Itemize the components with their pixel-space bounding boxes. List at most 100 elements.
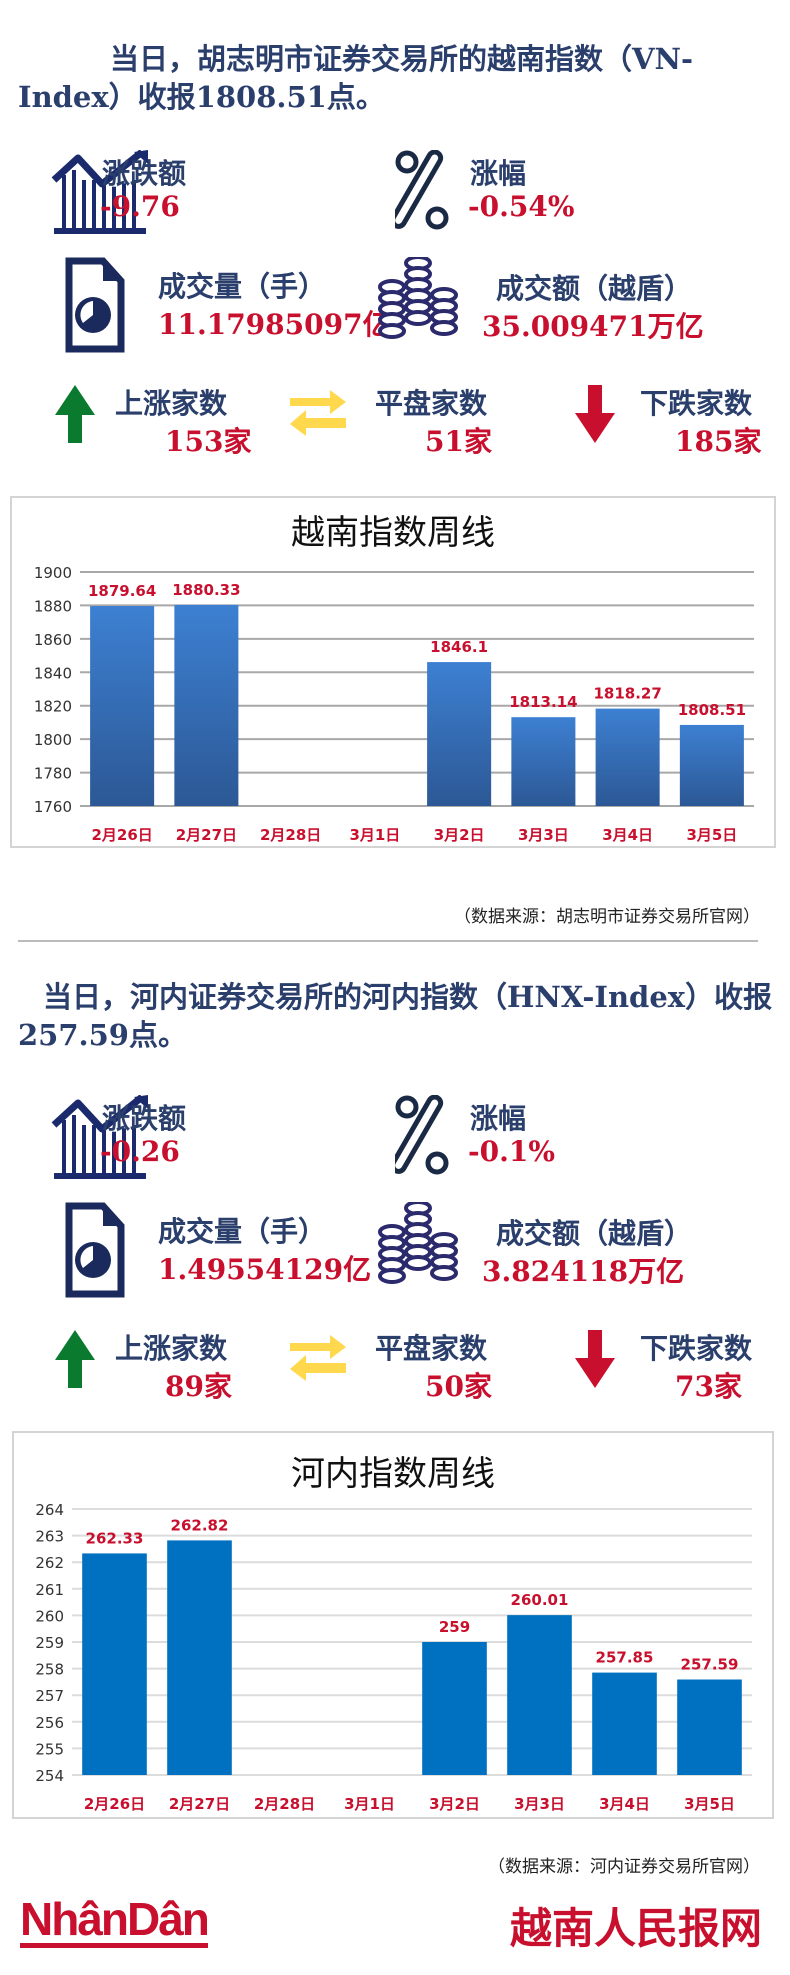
y-tick-label: 258 xyxy=(35,1661,64,1679)
data-label: 1808.51 xyxy=(678,701,746,719)
hose-pct-value: -0.54% xyxy=(468,190,575,223)
bar xyxy=(427,662,492,806)
y-tick-label: 256 xyxy=(35,1714,64,1732)
section-divider xyxy=(18,940,758,942)
y-tick-label: 1820 xyxy=(34,698,72,716)
y-tick-label: 257 xyxy=(35,1687,64,1705)
hnx-chart: 河内指数周线 254 255 256 257 258 259 260 261 262 263 264 2… xyxy=(12,1431,774,1819)
y-tick-label: 260 xyxy=(35,1607,64,1625)
x-tick-label: 3月5日 xyxy=(686,826,737,844)
x-tick-label: 2月26日 xyxy=(84,1795,145,1813)
hnx-flat-value: 50家 xyxy=(425,1370,492,1403)
hnx-change-value: -0.26 xyxy=(100,1135,180,1168)
arrow-up-icon xyxy=(55,385,95,447)
y-tick-label: 1860 xyxy=(34,631,72,649)
coins-icon xyxy=(378,1200,458,1292)
arrow-down-icon xyxy=(575,385,615,447)
y-tick-label: 1900 xyxy=(34,564,72,582)
hose-up-value: 153家 xyxy=(165,425,252,458)
hnx-pct-value: -0.1% xyxy=(468,1135,555,1168)
y-tick-label: 255 xyxy=(35,1740,64,1758)
bar xyxy=(422,1642,487,1775)
hnx-headline: 当日，河内证券交易所的河内指数（HNX-Index）收报257.59点。 xyxy=(18,980,773,1052)
y-tick-label: 1880 xyxy=(34,597,72,615)
hose-flat-label: 平盘家数 xyxy=(375,387,488,420)
bar xyxy=(595,708,660,806)
x-tick-label: 3月2日 xyxy=(429,1795,480,1813)
bar xyxy=(592,1672,657,1775)
nhandan-logo: NhânDân xyxy=(20,1895,210,1948)
data-label: 1813.14 xyxy=(509,693,577,711)
hose-change-value: -9.76 xyxy=(100,190,180,223)
x-tick-label: 3月4日 xyxy=(599,1795,650,1813)
bar xyxy=(677,1679,742,1775)
bar xyxy=(167,1540,232,1775)
bar xyxy=(511,717,576,806)
hose-chart: 越南指数周线 1760 1780 1800 1820 1840 1860 1880 1900 18… xyxy=(10,496,776,848)
chart-title: 河内指数周线 xyxy=(291,1454,495,1494)
hnx-source: （数据来源：河内证券交易所官网） xyxy=(488,1857,760,1877)
hnx-down-label: 下跌家数 xyxy=(640,1332,753,1365)
data-label: 262.82 xyxy=(171,1516,229,1534)
y-tick-label: 259 xyxy=(35,1634,64,1652)
hose-chart-svg: 越南指数周线 1760 1780 1800 1820 1840 1860 1880 1900 18… xyxy=(34,513,754,844)
y-tick-label: 254 xyxy=(35,1767,64,1785)
x-tick-label: 3月4日 xyxy=(602,826,653,844)
x-tick-label: 2月28日 xyxy=(254,1795,315,1813)
nhandan-chinese-logo: 越南人民报网 xyxy=(509,1904,762,1953)
hnx-chart-svg: 河内指数周线 254 255 256 257 258 259 260 261 262 263 264 2… xyxy=(35,1454,752,1813)
hnx-volume-value: 1.49554129亿 xyxy=(158,1253,372,1286)
x-tick-label: 2月28日 xyxy=(260,826,321,844)
trend-chart-icon xyxy=(50,1094,170,1183)
x-tick-label: 2月26日 xyxy=(91,826,152,844)
hose-flat-value: 51家 xyxy=(425,425,492,458)
x-tick-label: 3月3日 xyxy=(518,826,569,844)
y-tick-label: 1840 xyxy=(34,664,72,682)
y-tick-label: 1780 xyxy=(34,765,72,783)
bar xyxy=(679,724,744,806)
hose-turnover-label: 成交额（越盾） xyxy=(496,272,693,305)
data-label: 260.01 xyxy=(511,1591,569,1609)
hnx-down-value: 73家 xyxy=(675,1370,742,1403)
hose-source: （数据来源：胡志明市证券交易所官网） xyxy=(454,907,760,927)
hose-volume-value: 11.17985097亿 xyxy=(158,308,391,341)
percent-icon xyxy=(390,1094,449,1179)
y-tick-label: 1760 xyxy=(34,798,72,816)
bar xyxy=(90,606,155,806)
data-label: 257.59 xyxy=(681,1656,739,1674)
y-tick-label: 1800 xyxy=(34,731,72,749)
hose-pct-label: 涨幅 xyxy=(470,157,527,190)
hose-up-label: 上涨家数 xyxy=(115,387,228,420)
x-tick-label: 3月5日 xyxy=(684,1795,735,1813)
bar xyxy=(507,1615,572,1775)
data-label: 262.33 xyxy=(86,1529,144,1547)
x-tick-label: 3月1日 xyxy=(349,826,400,844)
x-tick-label: 3月3日 xyxy=(514,1795,565,1813)
data-label: 1880.33 xyxy=(172,581,240,599)
x-tick-label: 2月27日 xyxy=(176,826,237,844)
hose-volume-label: 成交量（手） xyxy=(158,270,327,303)
data-label: 1879.64 xyxy=(88,582,156,600)
exchange-arrows-icon xyxy=(290,1333,346,1385)
trend-chart-icon xyxy=(50,149,170,238)
data-label: 259 xyxy=(439,1618,470,1636)
data-label: 1846.1 xyxy=(430,638,488,656)
x-tick-label: 2月27日 xyxy=(169,1795,230,1813)
hnx-up-label: 上涨家数 xyxy=(115,1332,228,1365)
hnx-flat-label: 平盘家数 xyxy=(375,1332,488,1365)
hnx-change-label: 涨跌额 xyxy=(102,1102,187,1135)
hnx-turnover-value: 3.824118万亿 xyxy=(482,1255,685,1288)
chart-title: 越南指数周线 xyxy=(291,513,495,553)
document-chart-icon xyxy=(65,1202,125,1302)
y-tick-label: 261 xyxy=(35,1581,64,1599)
hose-turnover-value: 35.009471万亿 xyxy=(482,310,704,343)
arrow-down-icon xyxy=(575,1330,615,1392)
y-tick-label: 263 xyxy=(35,1528,64,1546)
hnx-volume-label: 成交量（手） xyxy=(158,1215,327,1248)
y-tick-label: 262 xyxy=(35,1554,64,1572)
exchange-arrows-icon xyxy=(290,388,346,440)
hnx-turnover-label: 成交额（越盾） xyxy=(496,1217,693,1250)
bar xyxy=(174,604,239,806)
hose-down-value: 185家 xyxy=(675,425,762,458)
hnx-pct-label: 涨幅 xyxy=(470,1102,527,1135)
